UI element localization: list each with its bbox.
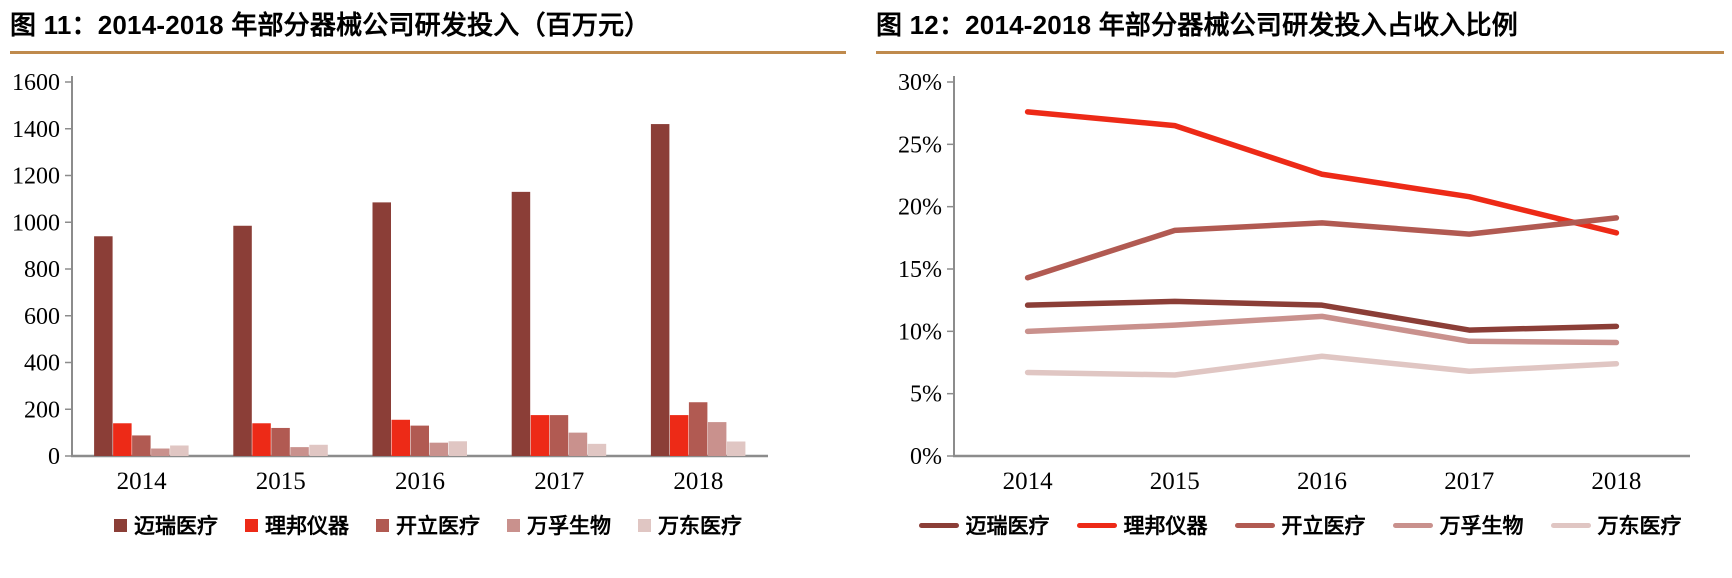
y-axis-label: 0%: [910, 444, 942, 470]
legend-label: 理邦仪器: [1123, 514, 1208, 538]
title-underline: [10, 51, 846, 54]
bar: [391, 419, 410, 456]
title-underline: [876, 51, 1724, 54]
line-series-group: [1024, 109, 1620, 378]
y-axis-label: 15%: [898, 257, 942, 283]
legend-label: 迈瑞医疗: [134, 514, 218, 538]
bar: [688, 402, 708, 456]
bar: [587, 443, 607, 456]
y-axis-label: 600: [24, 304, 60, 330]
x-axis-label: 2016: [1297, 468, 1347, 495]
figure-12-title: 图 12：2014-2018 年部分器械公司研发投入占收入比例: [876, 10, 1518, 40]
legend-swatch: [918, 522, 959, 528]
bar: [410, 425, 429, 456]
line-chart-legend: 迈瑞医疗 理邦仪器 开立医疗 万孚生物 万东医疗: [876, 510, 1724, 540]
bar: [151, 448, 170, 456]
y-axis-label: 5%: [910, 382, 942, 408]
legend-swatch: [1550, 522, 1591, 528]
line-series: [1024, 313, 1620, 346]
bar: [707, 422, 727, 456]
bar: [726, 441, 746, 456]
bar: [549, 415, 569, 456]
legend-swatch: [638, 518, 651, 532]
line-series: [1024, 109, 1620, 236]
bar: [271, 427, 290, 456]
legend-label: 万东医疗: [1597, 514, 1682, 538]
bar: [669, 415, 689, 456]
x-axis-label: 2018: [1591, 468, 1641, 495]
legend-item: 万孚生物: [1392, 510, 1524, 540]
axes: 0% 5% 10% 15% 20% 25% 30%: [898, 70, 1690, 470]
bar: [429, 442, 448, 456]
legend-item: 理邦仪器: [1076, 510, 1208, 540]
figure-11-title: 图 11：2014-2018 年部分器械公司研发投入（百万元）: [10, 10, 651, 40]
legend-item: 开立医疗: [1234, 510, 1366, 540]
y-axis-label: 200: [24, 397, 60, 423]
legend-label: 迈瑞医疗: [965, 514, 1050, 538]
bar: [252, 423, 271, 456]
legend-swatch: [1234, 522, 1275, 528]
figure-11-panel: 图 11：2014-2018 年部分器械公司研发投入（百万元） 0 200 400 6…: [10, 6, 846, 540]
legend-label: 开立医疗: [1281, 514, 1366, 538]
y-axis-label: 30%: [898, 70, 942, 96]
x-axis-label: 2018: [673, 468, 723, 495]
legend-swatch: [1076, 522, 1117, 528]
legend-item: 迈瑞医疗: [114, 510, 218, 540]
x-axis-label: 2017: [534, 468, 584, 495]
line-series: [1024, 353, 1620, 378]
bar: [170, 445, 189, 456]
x-axis-label: 2014: [1003, 468, 1054, 495]
bar-chart-legend: 迈瑞医疗 理邦仪器 开立医疗 万孚生物 万东医疗: [10, 510, 846, 540]
legend-item: 万孚生物: [507, 510, 611, 540]
y-axis-label: 20%: [898, 195, 942, 221]
y-axis-label: 1200: [12, 164, 60, 190]
bar: [530, 415, 550, 456]
y-axis-label: 400: [24, 351, 60, 377]
legend-label: 万东医疗: [658, 514, 742, 538]
legend-label: 万孚生物: [527, 514, 611, 538]
legend-swatch: [114, 518, 127, 532]
y-axis-label: 800: [24, 257, 60, 283]
bar: [650, 124, 670, 456]
bar: [511, 191, 531, 457]
bar: [233, 225, 252, 456]
x-axis-label: 2015: [256, 468, 306, 495]
legend-item: 迈瑞医疗: [918, 510, 1050, 540]
line-chart-canvas: 0% 5% 10% 15% 20% 25% 30% 2014 2015 2016 2017 2018: [898, 70, 1690, 495]
bar: [94, 236, 113, 456]
bar: [568, 432, 588, 456]
legend-swatch: [245, 518, 258, 532]
legend-item: 万东医疗: [1550, 510, 1682, 540]
y-axis-label: 10%: [898, 319, 942, 345]
bars: [94, 124, 746, 457]
x-axis-label: 2014: [117, 468, 168, 495]
figure-12-panel: 图 12：2014-2018 年部分器械公司研发投入占收入比例 0% 5% 10% 1…: [876, 6, 1724, 540]
bar: [113, 423, 132, 456]
legend-item: 开立医疗: [376, 510, 480, 540]
legend-label: 理邦仪器: [265, 514, 349, 538]
legend-item: 理邦仪器: [245, 510, 349, 540]
y-axis-label: 1400: [12, 117, 60, 143]
y-axis-label: 0: [48, 444, 60, 470]
legend-swatch: [1392, 522, 1433, 528]
bar-chart-canvas: 0 200 400 600 800 1000 1200 1400 1600 2014 2015 201…: [12, 70, 768, 495]
bar: [372, 202, 391, 456]
bar: [448, 441, 467, 456]
y-axis-label: 25%: [898, 132, 942, 158]
x-axis-label: 2017: [1444, 468, 1494, 495]
line-series: [1024, 298, 1620, 333]
legend-label: 开立医疗: [396, 514, 480, 538]
legend-swatch: [507, 518, 520, 532]
x-axis-label: 2016: [395, 468, 445, 495]
bar: [309, 444, 328, 456]
legend-item: 万东医疗: [638, 510, 742, 540]
y-axis-label: 1600: [12, 70, 60, 96]
legend-swatch: [376, 518, 389, 532]
legend-label: 万孚生物: [1439, 514, 1524, 538]
x-axis-label: 2015: [1150, 468, 1200, 495]
bar: [132, 435, 151, 456]
bar: [290, 447, 309, 456]
y-axis-label: 1000: [12, 210, 60, 236]
line-series: [1024, 215, 1620, 281]
